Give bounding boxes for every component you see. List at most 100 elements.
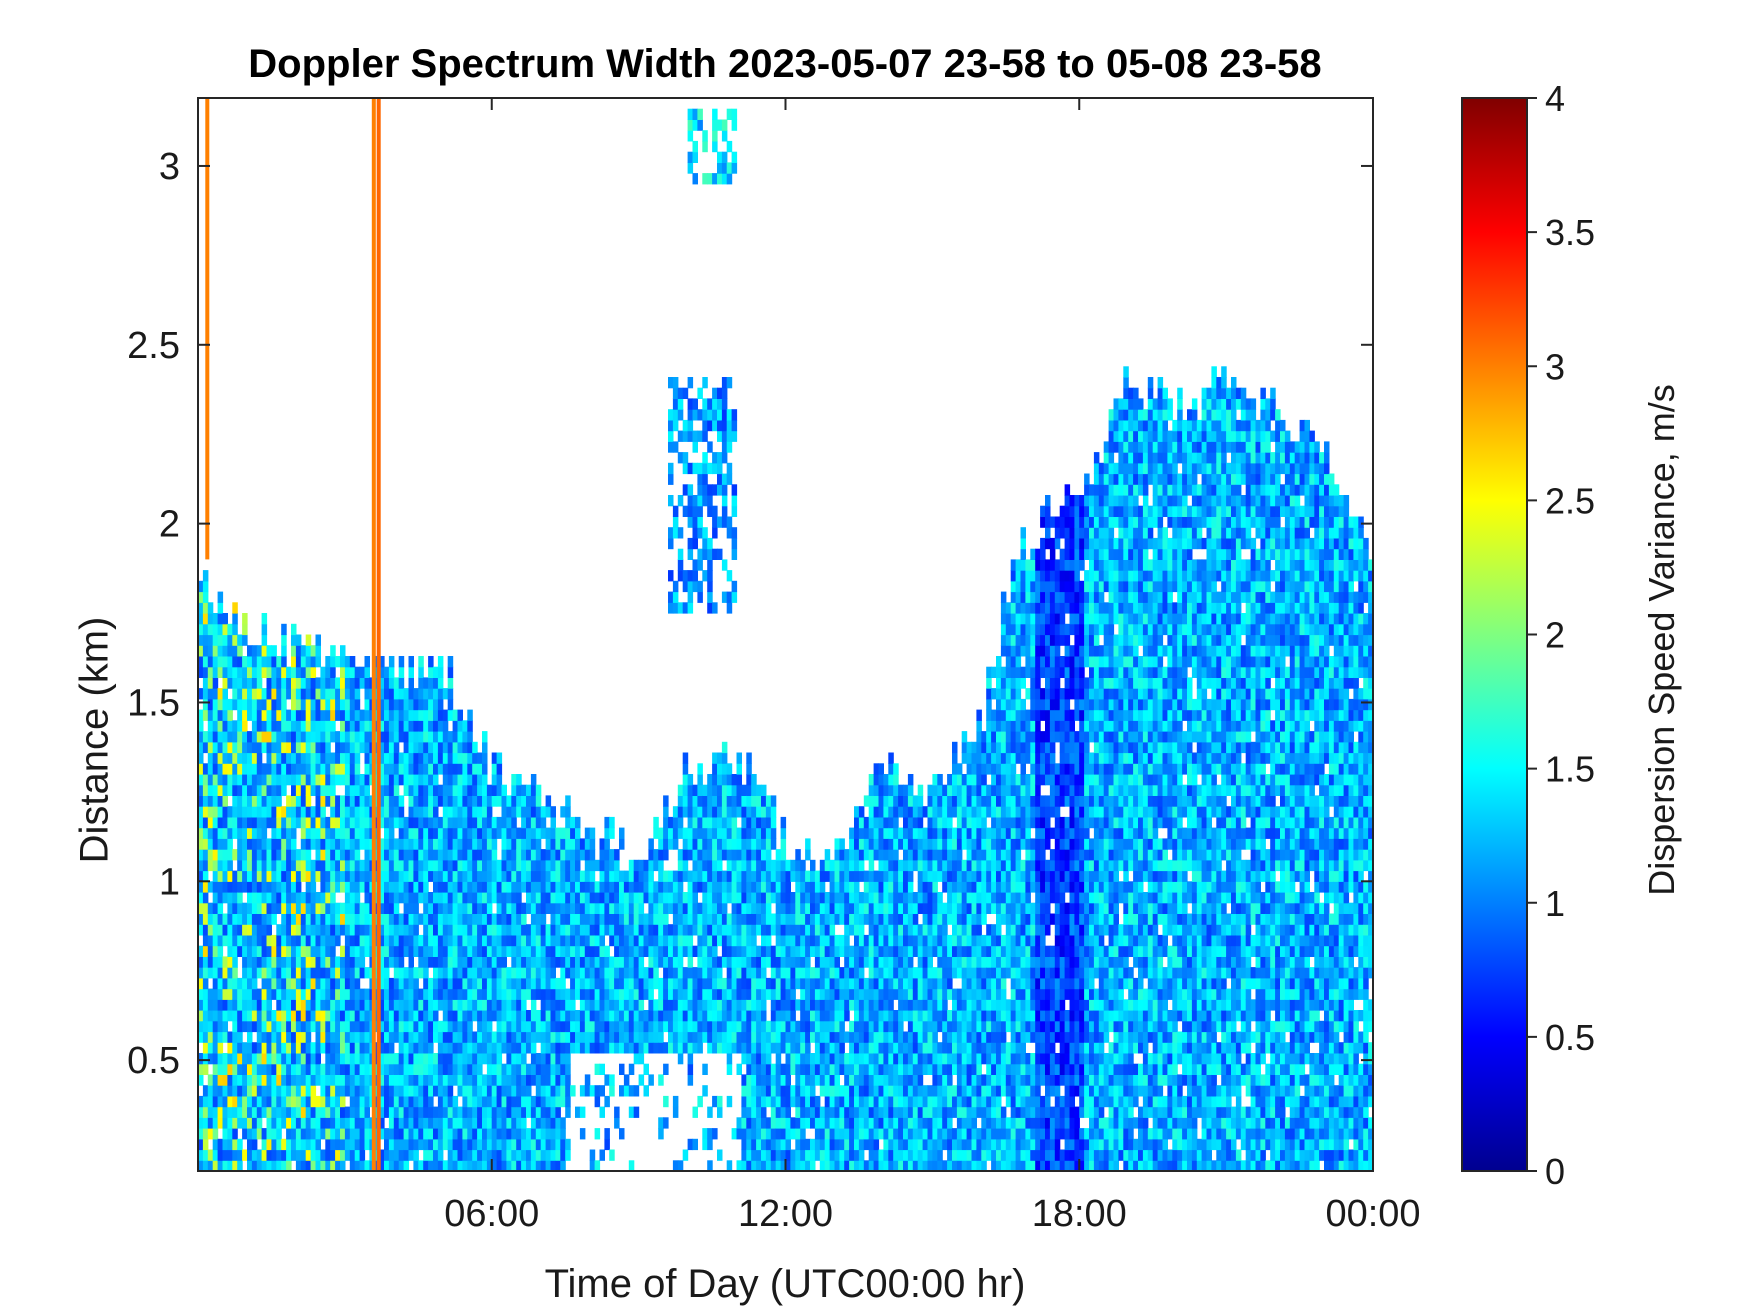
heatmap-cell xyxy=(242,1053,248,1065)
heatmap-cell xyxy=(863,999,870,1011)
heatmap-cell xyxy=(726,816,733,829)
heatmap-cell xyxy=(535,1138,542,1151)
heatmap-cell xyxy=(530,806,537,818)
heatmap-cell xyxy=(829,859,836,872)
heatmap-cell xyxy=(207,924,214,936)
heatmap-cell xyxy=(271,752,277,764)
heatmap-cell xyxy=(437,849,444,861)
heatmap-cell xyxy=(501,1010,507,1022)
heatmap-cell xyxy=(335,1106,341,1118)
heatmap-cell xyxy=(594,934,601,947)
heatmap-cell xyxy=(237,902,243,914)
heatmap-cell xyxy=(428,1074,434,1086)
heatmap-cell xyxy=(428,656,434,668)
heatmap-cell xyxy=(462,956,468,968)
heatmap-cell xyxy=(775,1031,782,1043)
heatmap-cell xyxy=(198,881,204,893)
heatmap-cell xyxy=(393,698,400,711)
heatmap-cell xyxy=(388,902,395,914)
heatmap-cell xyxy=(521,913,527,925)
heatmap-cell xyxy=(286,838,292,850)
heatmap-cell xyxy=(418,774,424,786)
heatmap-cell xyxy=(819,881,826,893)
heatmap-cell xyxy=(575,1031,581,1043)
heatmap-cell xyxy=(251,827,258,839)
heatmap-cell xyxy=(477,1149,483,1161)
heatmap-cell xyxy=(418,849,424,861)
heatmap-cell xyxy=(340,763,346,775)
heatmap-cell xyxy=(604,892,610,904)
heatmap-cell xyxy=(472,967,478,979)
heatmap-cell xyxy=(482,752,488,764)
heatmap-cell xyxy=(697,881,703,893)
heatmap-cell xyxy=(570,892,576,904)
heatmap-cell xyxy=(790,924,796,936)
heatmap-cell xyxy=(388,784,395,796)
heatmap-cell xyxy=(746,924,752,936)
heatmap-cell xyxy=(697,956,703,968)
heatmap-cell xyxy=(359,1160,366,1171)
heatmap-cell xyxy=(457,827,463,839)
heatmap-cell xyxy=(863,892,870,904)
heatmap-cell xyxy=(452,1138,459,1151)
heatmap-cell xyxy=(217,956,224,968)
heatmap-cell xyxy=(555,999,561,1011)
heatmap-cell xyxy=(619,1031,625,1043)
heatmap-cell xyxy=(604,827,610,839)
heatmap-cell xyxy=(477,945,483,957)
heatmap-cell xyxy=(340,849,346,861)
heatmap-cell xyxy=(530,967,537,979)
heatmap-cell xyxy=(756,977,762,990)
heatmap-cell xyxy=(589,1149,596,1161)
heatmap-cell xyxy=(775,924,782,936)
heatmap-cell xyxy=(780,1074,787,1086)
heatmap-cell xyxy=(403,784,410,796)
heatmap-cell xyxy=(672,913,679,925)
heatmap-cell xyxy=(526,1074,532,1086)
heatmap-cell xyxy=(751,924,757,936)
heatmap-cell xyxy=(271,806,277,818)
heatmap-cell xyxy=(599,1106,605,1118)
heatmap-cell xyxy=(256,806,263,818)
heatmap-cell xyxy=(320,709,326,721)
heatmap-cell xyxy=(291,1085,297,1097)
heatmap-cell xyxy=(633,977,640,990)
heatmap-cell xyxy=(643,924,649,936)
heatmap-cell xyxy=(530,999,537,1011)
heatmap-cell xyxy=(741,988,747,1000)
heatmap-cell xyxy=(741,1128,747,1140)
heatmap-cell xyxy=(433,956,439,968)
heatmap-cell xyxy=(785,902,791,914)
heatmap-cell xyxy=(462,859,468,872)
heatmap-cell xyxy=(433,1053,439,1065)
heatmap-cell xyxy=(359,881,366,893)
heatmap-cell xyxy=(413,763,419,775)
heatmap-cell xyxy=(526,1160,532,1171)
heatmap-cell xyxy=(340,870,346,882)
heatmap-cell xyxy=(482,1053,488,1065)
heatmap-cell xyxy=(462,1063,468,1075)
heatmap-cell xyxy=(256,881,263,893)
heatmap-cell xyxy=(330,945,336,957)
heatmap-cell xyxy=(276,806,282,818)
heatmap-cell xyxy=(687,956,694,968)
heatmap-cell xyxy=(212,1138,219,1151)
heatmap-cell xyxy=(844,1063,850,1075)
heatmap-cell xyxy=(623,913,630,925)
heatmap-cell xyxy=(863,956,870,968)
heatmap-cell xyxy=(305,806,312,818)
heatmap-cell xyxy=(653,1031,659,1043)
heatmap-cell xyxy=(256,795,263,807)
heatmap-cell xyxy=(555,881,561,893)
heatmap-cell xyxy=(702,870,708,882)
heatmap-cell xyxy=(261,709,268,721)
heatmap-cell xyxy=(511,1053,517,1065)
heatmap-cell xyxy=(320,902,326,914)
heatmap-cell xyxy=(628,1042,635,1054)
heatmap-cell xyxy=(452,1149,459,1161)
heatmap-cell xyxy=(800,870,806,882)
heatmap-cell xyxy=(325,1149,331,1161)
heatmap-cell xyxy=(472,913,478,925)
heatmap-cell xyxy=(663,827,669,839)
heatmap-cell xyxy=(398,1149,405,1161)
